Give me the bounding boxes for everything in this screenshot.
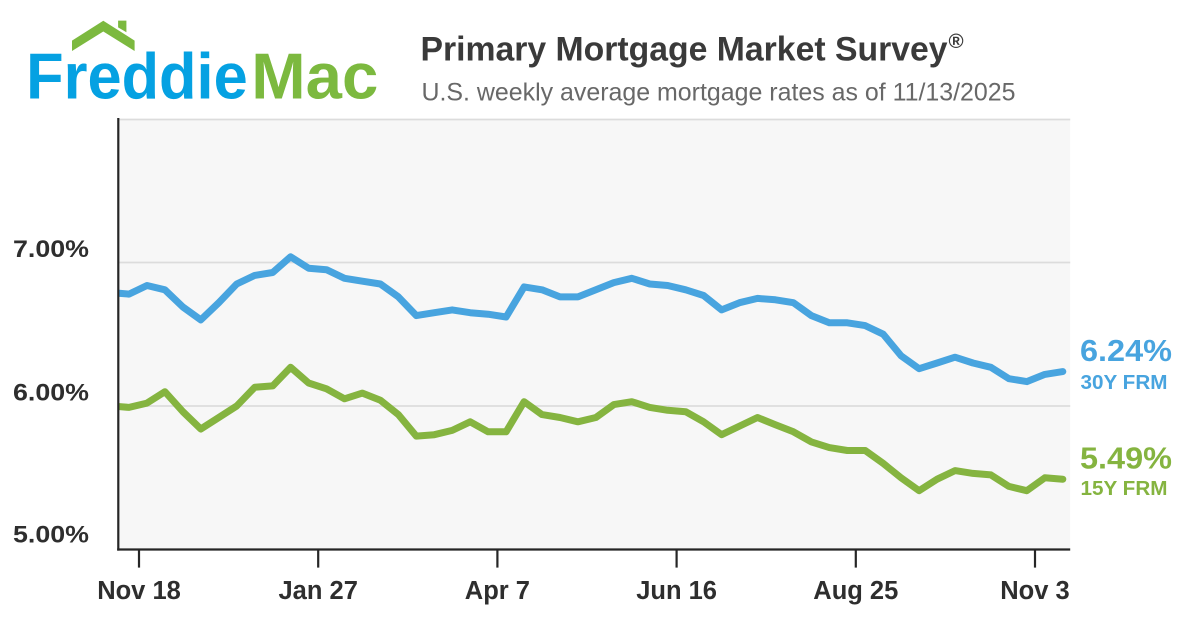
svg-text:Primary Mortgage Market Survey: Primary Mortgage Market Survey: [421, 30, 948, 68]
svg-text:30Y FRM: 30Y FRM: [1081, 372, 1168, 394]
svg-text:7.00%: 7.00%: [13, 236, 89, 263]
svg-text:Freddie: Freddie: [26, 39, 248, 112]
svg-text:Aug 25: Aug 25: [813, 577, 898, 605]
svg-text:Nov 18: Nov 18: [97, 577, 181, 605]
svg-text:15Y FRM: 15Y FRM: [1081, 478, 1168, 500]
svg-text:Jun 16: Jun 16: [636, 577, 717, 605]
svg-text:5.00%: 5.00%: [13, 522, 89, 549]
svg-text:®: ®: [949, 30, 964, 53]
svg-text:Jan 27: Jan 27: [279, 577, 358, 605]
svg-text:6.24%: 6.24%: [1080, 333, 1172, 368]
svg-text:6.00%: 6.00%: [13, 380, 89, 407]
svg-text:Mac: Mac: [251, 39, 378, 112]
svg-text:U.S. weekly average mortgage r: U.S. weekly average mortgage rates as of…: [422, 79, 1016, 107]
svg-text:Apr 7: Apr 7: [465, 577, 530, 605]
svg-text:5.49%: 5.49%: [1080, 440, 1172, 475]
svg-text:Nov 3: Nov 3: [1000, 577, 1069, 605]
